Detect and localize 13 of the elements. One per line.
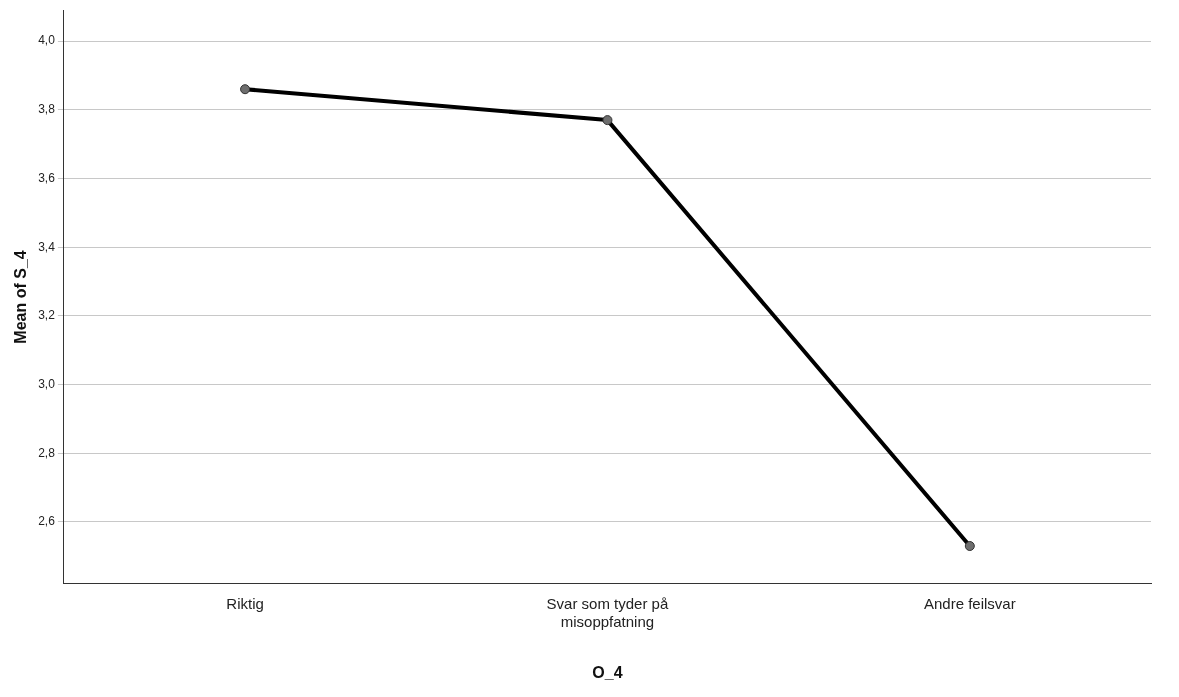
x-tick-label: Andre feilsvar: [923, 594, 1016, 612]
y-tick-label: 3,8: [38, 102, 56, 117]
x-tick-label: Riktig: [226, 594, 264, 612]
y-axis-title: Mean of S_4: [12, 250, 30, 344]
y-tick-label: 3,4: [38, 239, 56, 254]
y-tick-label: 4,0: [38, 33, 56, 48]
y-tick-label: 2,6: [38, 514, 56, 529]
y-tick-label: 3,2: [38, 308, 56, 323]
y-tick-label: 2,8: [38, 445, 56, 460]
x-axis-title: O_4: [592, 663, 623, 681]
y-tick-label: 3,6: [38, 170, 56, 185]
y-tick-label: 3,0: [38, 376, 56, 391]
x-tick-label: Svar som tyder på misoppfatning: [546, 594, 669, 630]
